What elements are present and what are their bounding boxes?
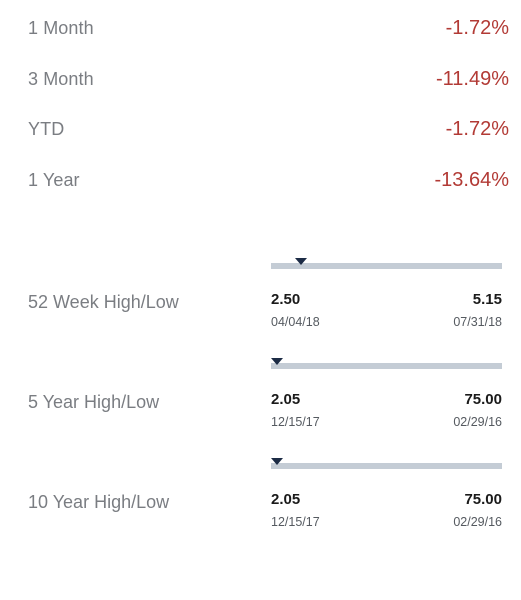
perf-label: YTD [28,118,65,139]
range-low-date: 12/15/17 [271,515,320,529]
perf-value: -1.72% [445,16,509,39]
perf-value: -11.49% [435,67,509,90]
range-track [271,363,502,369]
range-track [271,263,502,269]
range-52-week: 52 Week High/Low 2.50 5.15 04/04/18 07/3… [0,258,521,348]
range-label: 10 Year High/Low [28,492,170,512]
triangle-down-icon [271,458,283,465]
perf-value: -13.64% [434,168,510,191]
range-low-value: 2.05 [271,491,301,508]
triangle-down-icon [295,258,308,265]
range-high-date: 02/29/16 [453,515,502,529]
range-label: 52 Week High/Low [28,292,179,312]
range-low-value: 2.50 [271,291,301,308]
range-low-date: 04/04/18 [271,315,320,329]
range-label: 5 Year High/Low [28,392,160,412]
perf-value: -1.72% [445,117,509,140]
range-track [271,463,502,469]
perf-label: 1 Year [28,169,80,190]
range-high-value: 75.00 [464,391,502,408]
perf-label: 3 Month [28,68,94,89]
perf-label: 1 Month [28,17,94,38]
perf-row-ytd: YTD -1.72% [28,114,509,144]
range-10-year: 10 Year High/Low 2.05 75.00 12/15/17 02/… [0,458,521,548]
triangle-down-icon [271,358,283,365]
range-high-value: 5.15 [472,291,502,308]
perf-row-3-month: 3 Month -11.49% [28,64,509,94]
perf-row-1-month: 1 Month -1.72% [28,13,509,43]
range-high-date: 02/29/16 [453,415,502,429]
range-high-date: 07/31/18 [453,315,502,329]
range-high-value: 75.00 [464,491,502,508]
range-low-value: 2.05 [271,391,301,408]
range-5-year: 5 Year High/Low 2.05 75.00 12/15/17 02/2… [0,358,521,448]
perf-row-1-year: 1 Year -13.64% [28,165,509,195]
range-low-date: 12/15/17 [271,415,320,429]
